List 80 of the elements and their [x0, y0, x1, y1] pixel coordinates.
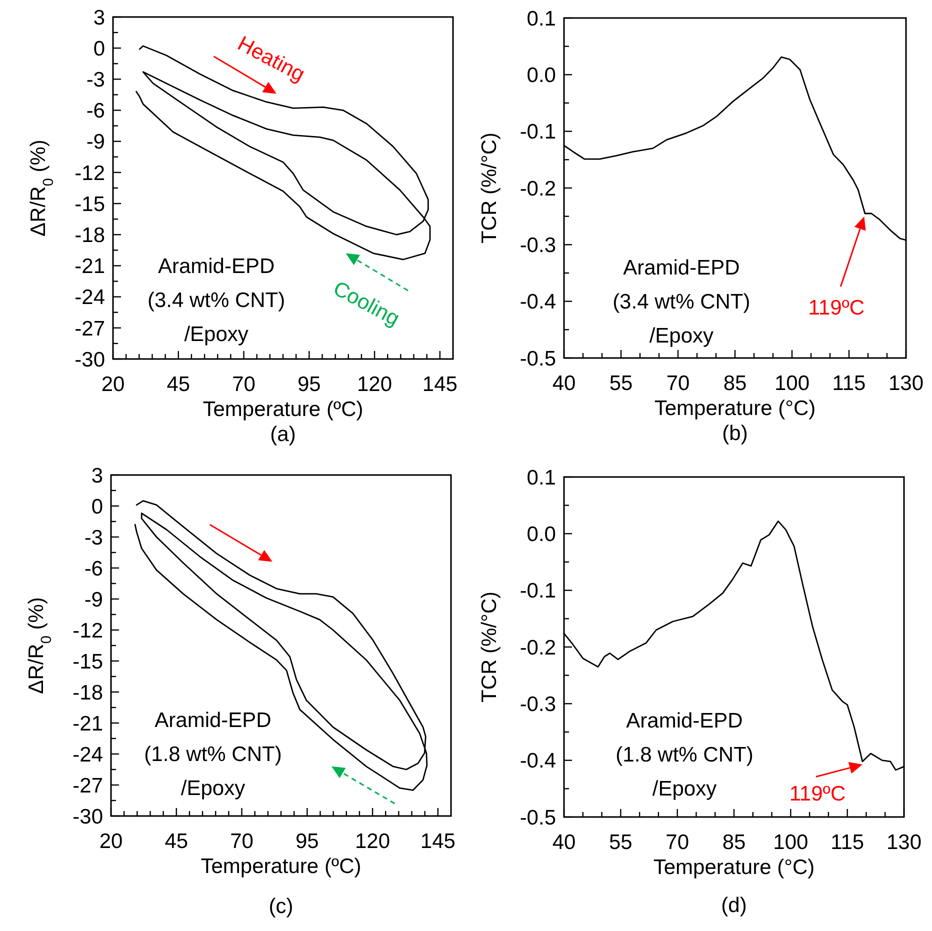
x-tick-label: 115 [832, 372, 866, 395]
y-tick-label: -0.5 [520, 806, 556, 830]
annotation: Aramid-EPD (1.8 wt% CNT) /Epoxy [616, 710, 754, 801]
annotation: Aramid-EPD (3.4 wt% CNT) /Epoxy [612, 256, 750, 348]
x-tick-label: 40 [552, 831, 576, 854]
x-tick-label: 70 [232, 373, 256, 396]
y-tick-label: -0.1 [520, 580, 556, 603]
x-tick-label: 70 [666, 372, 690, 395]
annotation: 119ºC [789, 782, 846, 806]
x-axis-title: Temperature (ºC) [200, 855, 362, 878]
annotation: Aramid-EPD (1.8 wt% CNT) /Epoxy [144, 709, 282, 800]
x-tick-label: 95 [295, 830, 319, 853]
x-tick-label: 145 [422, 373, 458, 396]
x-tick-label: 100 [774, 372, 810, 395]
text: (a) [270, 423, 296, 446]
y-tick-label: -24 [72, 743, 104, 766]
x-tick-label: 55 [609, 372, 633, 395]
x-tick-label: 85 [723, 372, 747, 395]
y-tick-label: 0.1 [526, 466, 556, 490]
y-tick-label: -0.4 [520, 290, 556, 314]
x-tick-label: 40 [552, 372, 576, 395]
y-tick-label: -0.5 [520, 347, 556, 370]
y-tick-label: -3 [84, 526, 103, 550]
y-tick-label: -6 [86, 100, 105, 123]
x-tick-label: 45 [164, 830, 188, 853]
y-tick-label: -30 [74, 348, 105, 372]
y-tick-label: -18 [74, 224, 105, 247]
y-tick-label: -3 [86, 68, 105, 92]
y-tick-label: -30 [72, 805, 103, 828]
annotation: 119ºC [808, 296, 865, 320]
y-tick-label: 0 [93, 37, 105, 60]
y-tick-label: -9 [84, 588, 103, 612]
y-tick-label: -15 [74, 192, 105, 216]
y-tick-label: -0.2 [520, 177, 556, 200]
y-tick-label: -21 [74, 255, 105, 278]
y-tick-label: -21 [72, 712, 103, 736]
x-tick-label: 120 [355, 830, 390, 853]
x-axis-title: Temperature (°C) [654, 397, 816, 420]
y-tick-label: -18 [72, 681, 103, 704]
y-tick-label: -0.4 [520, 750, 556, 773]
text: (b) [722, 422, 748, 445]
y-tick-label: 0 [91, 495, 103, 518]
y-tick-label: -0.3 [520, 693, 556, 716]
y-tick-label: 3 [93, 6, 105, 30]
y-tick-label: -0.1 [520, 120, 556, 144]
x-tick-label: 145 [420, 830, 456, 853]
x-tick-label: 55 [608, 831, 632, 854]
x-tick-label: 130 [888, 372, 924, 395]
y-tick-label: 0.0 [526, 523, 556, 546]
x-tick-label: 70 [230, 830, 254, 853]
y-tick-label: -12 [72, 619, 103, 642]
x-tick-label: 95 [297, 373, 321, 396]
y-tick-label: -0.3 [520, 234, 556, 258]
x-tick-label: 130 [886, 831, 922, 854]
y-tick-label: -27 [72, 774, 103, 798]
annotation: Aramid-EPD (3.4 wt% CNT) /Epoxy [147, 254, 286, 346]
y-tick-label: -24 [74, 286, 106, 310]
x-tick-label: 115 [830, 831, 864, 854]
x-tick-label: 100 [773, 831, 808, 854]
text: (c) [268, 895, 294, 918]
x-tick-label: 85 [722, 831, 746, 854]
x-tick-label: 120 [357, 373, 392, 396]
x-tick-label: 20 [101, 373, 125, 396]
y-tick-label: 0.0 [526, 64, 556, 88]
y-tick-label: -27 [74, 317, 105, 340]
x-tick-label: 20 [99, 830, 123, 853]
x-tick-label: 45 [166, 373, 190, 396]
x-tick-label: 70 [666, 831, 690, 854]
y-tick-label: -15 [72, 650, 103, 674]
y-tick-label: -12 [74, 162, 105, 185]
text: (d) [721, 894, 747, 917]
x-axis-title: Temperature (ºC) [202, 398, 364, 421]
y-axis-title: TCR (%/°C) [478, 132, 501, 244]
y-tick-label: -6 [84, 557, 103, 580]
y-axis-title: TCR (%/°C) [478, 591, 501, 703]
y-tick-label: -0.2 [520, 636, 556, 660]
y-tick-label: 0.1 [526, 7, 556, 30]
y-tick-label: 3 [91, 464, 103, 488]
y-tick-label: -9 [86, 130, 105, 154]
x-axis-title: Temperature (°C) [653, 856, 815, 879]
